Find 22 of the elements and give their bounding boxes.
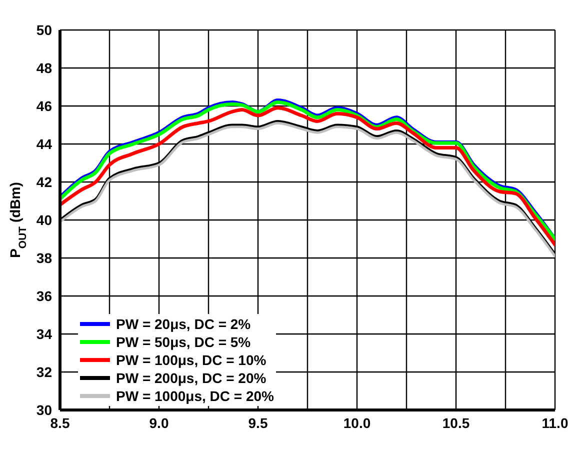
x-tick-label: 8.5 (50, 414, 70, 431)
y-tick-label: 44 (36, 136, 52, 152)
legend-label: PW = 100μs, DC = 10% (116, 352, 266, 368)
y-tick-label: 50 (36, 22, 52, 38)
legend-label: PW = 50μs, DC = 5% (116, 334, 251, 350)
x-tick-label: 9.5 (248, 414, 268, 431)
y-tick-label: 42 (36, 174, 52, 190)
y-tick-label: 32 (36, 364, 52, 380)
legend-label: PW = 20μs, DC = 2% (116, 316, 251, 332)
text: 11.0 (542, 414, 568, 431)
legend-label: PW = 200μs, DC = 20% (116, 370, 266, 386)
y-tick-label: 30 (36, 402, 52, 418)
y-tick-label: 36 (36, 288, 52, 304)
x-tick-label: 10.5 (442, 414, 470, 431)
text: 10.0 (343, 414, 371, 431)
y-tick-label: 34 (36, 326, 52, 342)
y-tick-label: 48 (36, 60, 52, 76)
text: 9.0 (149, 414, 169, 431)
y-tick-label: 38 (36, 250, 52, 266)
y-tick-label: 46 (36, 98, 52, 114)
legend-label: PW = 1000μs, DC = 20% (116, 388, 274, 404)
y-tick-label: 40 (36, 212, 52, 228)
